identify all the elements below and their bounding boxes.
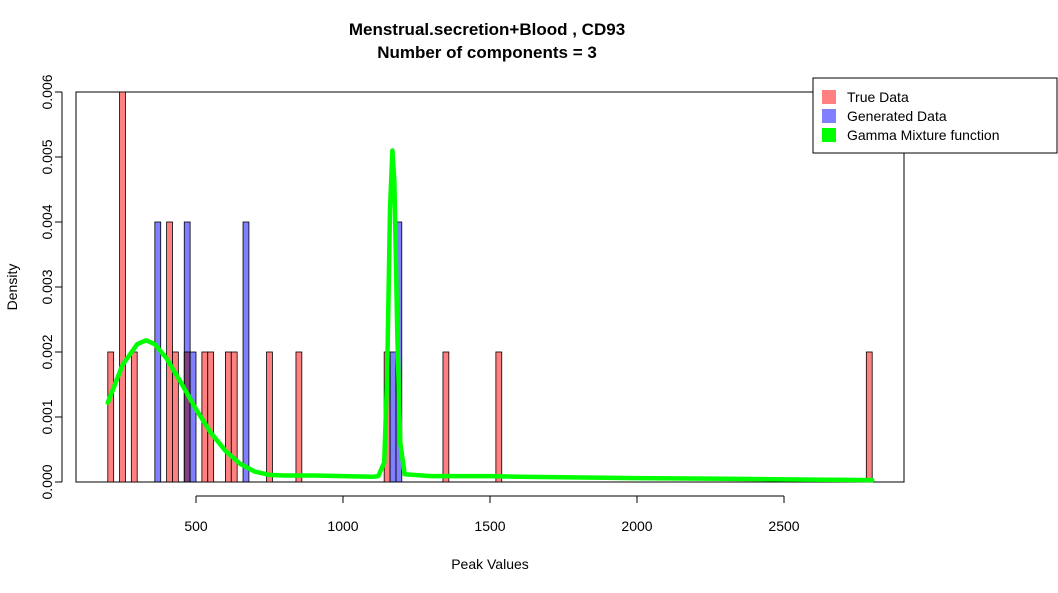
legend: True Data Generated Data Gamma Mixture fun… — [812, 77, 1058, 154]
x-tick-label: 1000 — [327, 518, 358, 534]
histogram-bar — [224, 351, 232, 483]
legend-swatch — [822, 109, 836, 123]
x-axis: 500 1000 1500 2000 2500 — [184, 495, 800, 534]
x-tick-label: 1500 — [474, 518, 505, 534]
histogram-bar — [495, 351, 503, 483]
histogram-bar — [865, 351, 873, 483]
gamma-curve-layer — [105, 148, 875, 483]
histogram-bar — [172, 351, 179, 483]
legend-box — [812, 77, 1058, 154]
y-tick-label: 0.005 — [39, 139, 55, 174]
histogram-bar — [295, 351, 303, 483]
histogram-bar — [107, 351, 115, 483]
histogram-bar — [442, 351, 450, 483]
histogram-bar — [189, 351, 197, 483]
y-tick-label: 0.002 — [39, 334, 55, 369]
y-tick-label: 0.000 — [39, 464, 55, 499]
legend-label: True Data — [847, 89, 909, 105]
x-tick-label: 2500 — [768, 518, 799, 534]
histogram-bar — [389, 351, 397, 483]
y-tick-label: 0.004 — [39, 204, 55, 239]
y-tick-label: 0.006 — [39, 74, 55, 109]
y-tick-label: 0.003 — [39, 269, 55, 304]
x-axis-label: Peak Values — [451, 556, 529, 572]
legend-label: Generated Data — [847, 108, 947, 124]
histogram-bar — [166, 221, 173, 483]
series-true-data — [107, 91, 873, 483]
histogram-bar — [207, 351, 215, 483]
x-tick-label: 500 — [184, 518, 208, 534]
histogram-bar — [130, 351, 138, 483]
histogram-bar — [119, 91, 126, 483]
gamma-mixture-curve — [105, 148, 875, 483]
legend-swatch — [822, 128, 836, 142]
plot-area — [75, 91, 905, 483]
legend-label: Gamma Mixture function — [847, 127, 1000, 143]
y-axis: 0.000 0.001 0.002 0.003 0.004 0.005 0.006 — [39, 74, 63, 500]
chart-subtitle: Number of components = 3 — [377, 43, 597, 62]
series-generated-data — [154, 221, 403, 483]
histogram-bar — [183, 221, 191, 483]
histogram-bar — [266, 351, 273, 483]
histogram-bar — [242, 221, 250, 483]
y-axis-label: Density — [4, 264, 20, 311]
chart-title: Menstrual.secretion+Blood , CD93 — [349, 20, 625, 39]
y-tick-label: 0.001 — [39, 399, 55, 434]
plot-border — [75, 91, 905, 483]
histogram-bar — [230, 351, 238, 483]
legend-swatch — [822, 90, 836, 104]
x-tick-label: 2000 — [621, 518, 652, 534]
